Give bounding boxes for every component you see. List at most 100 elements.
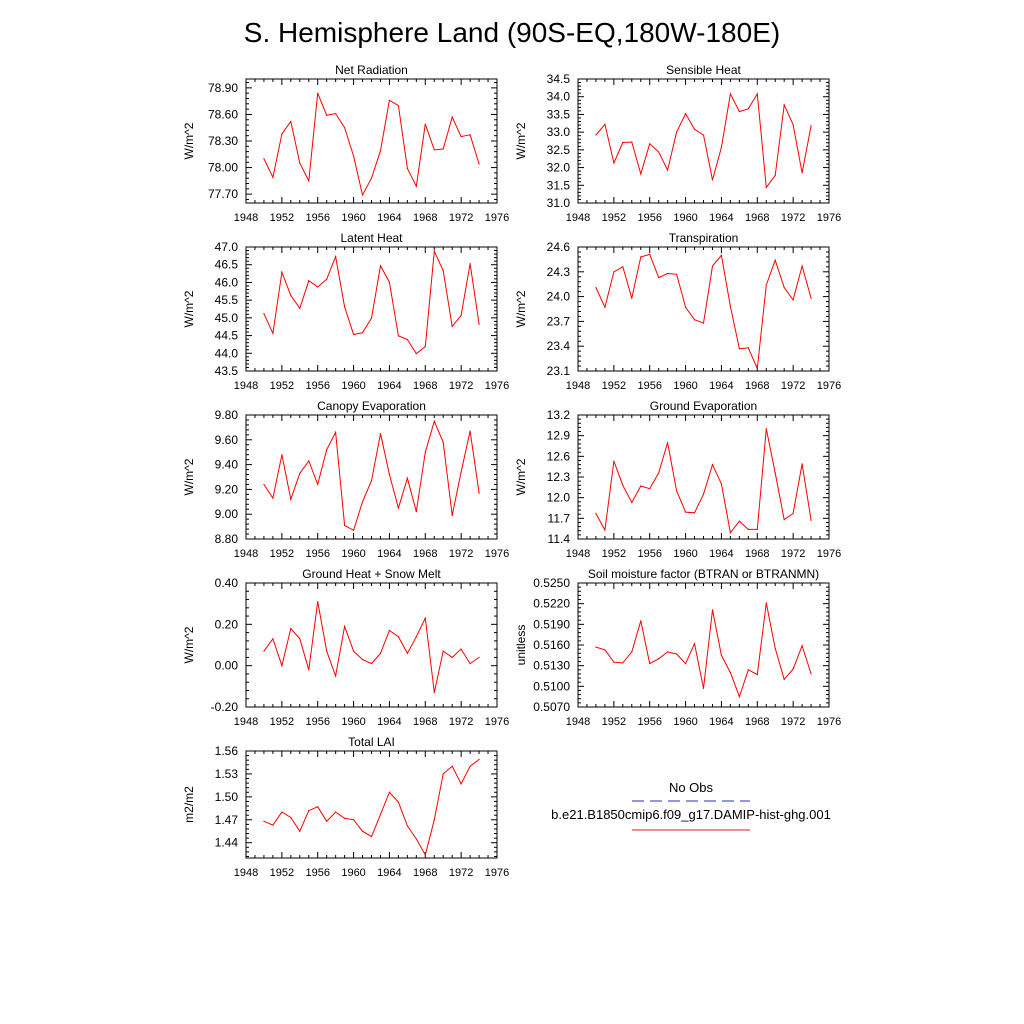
data-point: [388, 99, 391, 101]
x-tick-label: 1952: [602, 716, 626, 728]
x-tick-label: 1968: [413, 380, 437, 392]
data-point: [792, 124, 794, 126]
data-point: [613, 460, 615, 462]
data-point: [433, 691, 435, 694]
x-tick-label: 1956: [305, 548, 329, 560]
data-point: [729, 671, 731, 674]
data-point: [738, 520, 740, 522]
data-point: [308, 280, 310, 282]
y-tick-label: 78.60: [208, 107, 238, 121]
data-point: [290, 816, 292, 819]
data-point: [451, 116, 453, 118]
data-point: [702, 687, 705, 690]
data-point: [406, 338, 408, 341]
data-point: [335, 255, 337, 258]
data-point: [451, 765, 453, 767]
data-point: [720, 254, 723, 256]
data-point: [370, 317, 373, 319]
x-tick-label: 1948: [566, 212, 590, 224]
x-tick-label: 1976: [485, 716, 509, 728]
y-tick-label: 11.7: [548, 511, 571, 525]
x-tick-label: 1952: [602, 212, 626, 224]
data-point: [344, 625, 346, 628]
data-point: [801, 645, 803, 647]
y-tick-label: 0.5130: [533, 659, 570, 673]
data-point: [317, 286, 319, 288]
plot-frame: [577, 78, 830, 204]
x-tick-label: 1976: [817, 380, 841, 392]
x-tick-label: 1976: [817, 548, 841, 560]
data-point: [649, 663, 651, 665]
y-tick-label: 11.4: [548, 532, 571, 546]
x-tick-label: 1956: [305, 212, 329, 224]
data-point: [344, 817, 346, 819]
x-tick-label: 1960: [341, 380, 365, 392]
x-tick-label: 1964: [709, 380, 733, 392]
data-point: [299, 472, 301, 474]
x-tick-label: 1964: [709, 548, 733, 560]
series-line: [263, 419, 480, 532]
data-point: [317, 92, 319, 94]
x-tick-label: 1960: [673, 716, 697, 728]
data-point: [281, 454, 283, 456]
x-tick-label: 1960: [341, 716, 365, 728]
data-point: [379, 265, 382, 267]
data-point: [613, 661, 615, 663]
data-point: [622, 141, 624, 144]
series-line: [595, 253, 812, 371]
y-tick-label: 31.0: [547, 196, 571, 210]
y-axis-label: W/m^2: [182, 122, 196, 159]
y-tick-label: 45.0: [215, 311, 239, 325]
x-tick-label: 1948: [566, 716, 590, 728]
data-point: [308, 180, 310, 182]
data-point: [693, 512, 696, 514]
y-tick-label: 24.3: [547, 265, 571, 279]
data-point: [801, 463, 803, 465]
data-point: [702, 134, 705, 136]
panel-title: Sensible Heat: [666, 63, 741, 77]
y-tick-label: 24.6: [547, 240, 571, 254]
data-point: [738, 348, 740, 350]
data-point: [640, 485, 642, 487]
data-point: [326, 650, 328, 652]
data-point: [640, 620, 642, 622]
data-point: [640, 256, 642, 258]
x-tick-label: 1964: [377, 548, 401, 560]
panel-title: Ground Heat + Snow Melt: [302, 567, 441, 581]
data-point: [352, 155, 355, 157]
data-point: [335, 431, 337, 433]
x-tick-label: 1976: [817, 716, 841, 728]
data-point: [281, 811, 283, 813]
data-point: [676, 131, 678, 133]
data-point: [720, 146, 723, 148]
data-point: [433, 420, 435, 422]
data-point: [388, 473, 391, 476]
data-point: [379, 813, 382, 816]
y-tick-label: 0.5100: [533, 679, 570, 693]
data-point: [801, 172, 803, 174]
x-tick-label: 1964: [377, 867, 401, 879]
data-point: [344, 306, 346, 308]
panel-title: Total LAI: [348, 735, 395, 749]
data-point: [711, 179, 714, 181]
data-point: [263, 650, 265, 652]
data-point: [442, 441, 444, 443]
x-tick-label: 1952: [270, 212, 294, 224]
y-tick-label: 46.5: [215, 258, 239, 272]
data-point: [406, 477, 408, 479]
data-point: [379, 433, 382, 435]
y-tick-label: 0.20: [215, 617, 239, 631]
y-tick-label: 9.20: [215, 482, 239, 496]
y-tick-label: 24.0: [547, 290, 571, 304]
data-point: [747, 528, 749, 530]
data-point: [684, 113, 687, 115]
series-line: [263, 249, 480, 355]
data-point: [469, 430, 471, 432]
data-point: [460, 314, 462, 316]
x-tick-label: 1956: [305, 867, 329, 879]
data-point: [263, 313, 265, 315]
data-point: [478, 323, 480, 325]
data-point: [676, 490, 678, 492]
x-tick-label: 1972: [449, 212, 473, 224]
panel-sensible-heat: Sensible Heat W/m^2 1948 1952 1956 1960 1964 19…: [514, 63, 841, 224]
